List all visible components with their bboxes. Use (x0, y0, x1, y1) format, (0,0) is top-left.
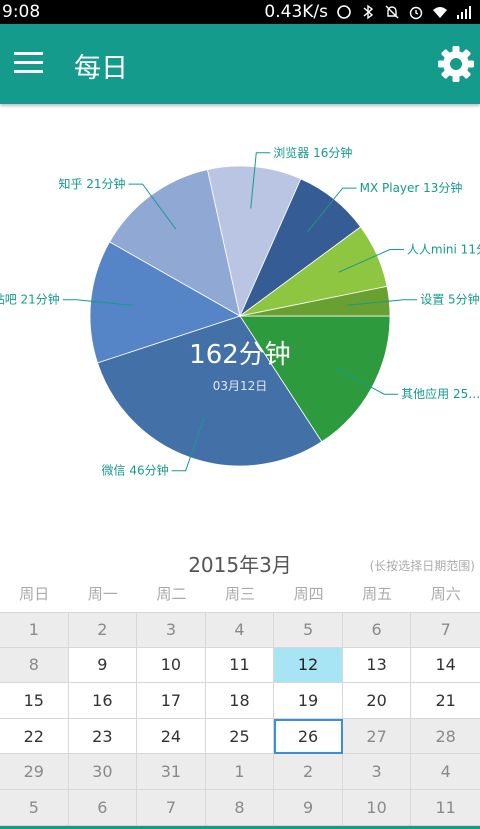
weekday-label: 周一 (87, 585, 118, 603)
calendar-day-cell[interactable]: 8 (0, 647, 69, 684)
calendar-day-cell[interactable]: 20 (342, 683, 412, 719)
calendar-day-cell[interactable]: 5 (0, 789, 69, 826)
mute-bell-icon (385, 5, 399, 19)
weekday-label: 周五 (362, 585, 393, 603)
signal-icon (457, 6, 471, 19)
calendar-day-cell[interactable]: 4 (205, 612, 275, 648)
pie-center-date: 03月12日 (213, 379, 268, 393)
calendar-day-cell[interactable]: 22 (0, 718, 69, 755)
pie-slice-label: 微信 46分钟 (102, 463, 169, 478)
calendar-day-cell[interactable]: 19 (274, 683, 343, 719)
menu-button[interactable] (14, 52, 44, 76)
calendar-day-cell[interactable]: 2 (68, 612, 138, 648)
calendar-day-cell[interactable]: 15 (0, 683, 69, 719)
status-icons: 0.43K/s (264, 0, 472, 24)
calendar-day-cell[interactable]: 3 (137, 612, 206, 648)
calendar-day-cell[interactable]: 1 (205, 754, 275, 790)
calendar-day-cell[interactable]: 28 (411, 718, 480, 755)
calendar-day-cell[interactable]: 23 (68, 718, 138, 755)
calendar-week-row: 29 30 31 1 2 3 4 (0, 754, 480, 790)
calendar-day-cell[interactable]: 2 (274, 754, 343, 790)
pie-slice-label: 人人mini 11分钟 (407, 241, 480, 256)
calendar-day-cell[interactable]: 6 (68, 789, 138, 826)
pie-leader-line (250, 152, 271, 209)
pie-slice-label: 浏览器 16分钟 (273, 145, 352, 160)
bottom-accent-bar (0, 826, 480, 829)
calendar-day-cell[interactable]: 1 (0, 612, 69, 648)
pie-leader-line (307, 187, 357, 233)
calendar-day-cell[interactable]: 4 (411, 754, 480, 790)
calendar-week-row: 22 23 24 25 26 27 28 (0, 718, 480, 755)
hamburger-icon-line (14, 52, 43, 55)
calendar-day-cell[interactable]: 16 (68, 683, 138, 719)
pie-leader-line (347, 299, 418, 306)
calendar-day-cell[interactable]: 9 (274, 789, 343, 826)
pie-leader-line (171, 417, 205, 472)
usage-pie-chart: 其他应用 25… 微信 46分钟 百度贴吧 21分钟 知乎 21分钟 浏览器 16分钟 M… (0, 104, 480, 534)
calendar-day-cell[interactable]: 27 (342, 718, 412, 755)
calendar-day-cell[interactable]: 7 (137, 789, 206, 826)
pie-leader-line (338, 248, 404, 273)
pie-slice-label: MX Player 13分钟 (360, 180, 463, 195)
pie-center-total: 162分钟 (189, 340, 291, 370)
app-bar: 每日 (0, 24, 480, 104)
network-speed: 0.43K/s (264, 2, 328, 22)
calendar-day-cell[interactable]: 14 (411, 647, 480, 684)
status-bar: 9:08 0.43K/s (0, 0, 480, 24)
weekday-label: 周三 (225, 585, 256, 603)
calendar-day-cell[interactable]: 11 (411, 789, 480, 826)
weekday-label: 周日 (19, 585, 50, 603)
calendar-day-cell[interactable]: 10 (137, 647, 206, 684)
calendar-day-cell[interactable]: 6 (342, 612, 412, 648)
calendar-week-row: 15 16 17 18 19 20 21 (0, 683, 480, 719)
pie-slice-label: 知乎 21分钟 (58, 176, 125, 191)
calendar-day-cell[interactable]: 18 (205, 683, 275, 719)
weekday-label: 周四 (293, 585, 324, 603)
pie-chart-svg: 其他应用 25… 微信 46分钟 百度贴吧 21分钟 知乎 21分钟 浏览器 16分钟 M… (0, 145, 480, 478)
sync-icon (337, 5, 351, 19)
wifi-icon (433, 7, 447, 18)
calendar-day-cell[interactable]: 8 (205, 789, 275, 826)
pie-leader-line (128, 183, 177, 230)
calendar-day-cell[interactable]: 26 (274, 718, 343, 755)
alarm-icon (409, 6, 423, 20)
hamburger-icon-line (14, 70, 43, 73)
calendar-day-cell[interactable]: 29 (0, 754, 69, 790)
gear-icon[interactable] (437, 45, 475, 83)
weekday-label: 周二 (156, 585, 187, 603)
bluetooth-icon (363, 4, 374, 20)
pie-leader-line (62, 299, 133, 306)
calendar-day-cell[interactable]: 31 (137, 754, 206, 790)
status-time: 9:08 (2, 2, 41, 22)
calendar-weekday-header: 周日 周一 周二 周三 周四 周五 周六 (0, 580, 480, 608)
weekday-label: 周六 (430, 585, 461, 603)
pie-slice-label: 百度贴吧 21分钟 (0, 292, 60, 307)
calendar-day-cell[interactable]: 25 (205, 718, 275, 755)
calendar-hint: (长按选择日期范围) (369, 559, 475, 573)
pie-leader-line (334, 367, 399, 395)
hamburger-icon-line (14, 61, 43, 64)
calendar-week-row: 8 9 10 11 12 13 14 (0, 647, 480, 684)
calendar-day-cell[interactable]: 13 (342, 647, 412, 684)
calendar-day-cell[interactable]: 7 (411, 612, 480, 648)
calendar-day-cell[interactable]: 10 (342, 789, 412, 826)
calendar-month-title: 2015年3月 (188, 553, 292, 577)
calendar-grid: 1 2 3 4 5 6 7 8 9 10 11 12 13 14 15 16 17 18 19 20 21 22 23 24 2… (0, 612, 480, 826)
calendar-day-cell[interactable]: 3 (342, 754, 412, 790)
pie-slice-label: 设置 5分钟 (420, 292, 479, 307)
calendar-day-cell[interactable]: 5 (274, 612, 343, 648)
calendar-day-cell[interactable]: 21 (411, 683, 480, 719)
calendar-day-cell[interactable]: 9 (68, 647, 138, 684)
calendar-day-cell[interactable]: 30 (68, 754, 138, 790)
pie-slice-label: 其他应用 25… (401, 386, 480, 401)
calendar-week-row: 5 6 7 8 9 10 11 (0, 789, 480, 826)
calendar-day-cell[interactable]: 24 (137, 718, 206, 755)
calendar-day-cell[interactable]: 17 (137, 683, 206, 719)
calendar-day-cell[interactable]: 11 (205, 647, 275, 684)
calendar-day-cell[interactable]: 12 (274, 647, 343, 684)
page-title: 每日 (74, 53, 128, 84)
